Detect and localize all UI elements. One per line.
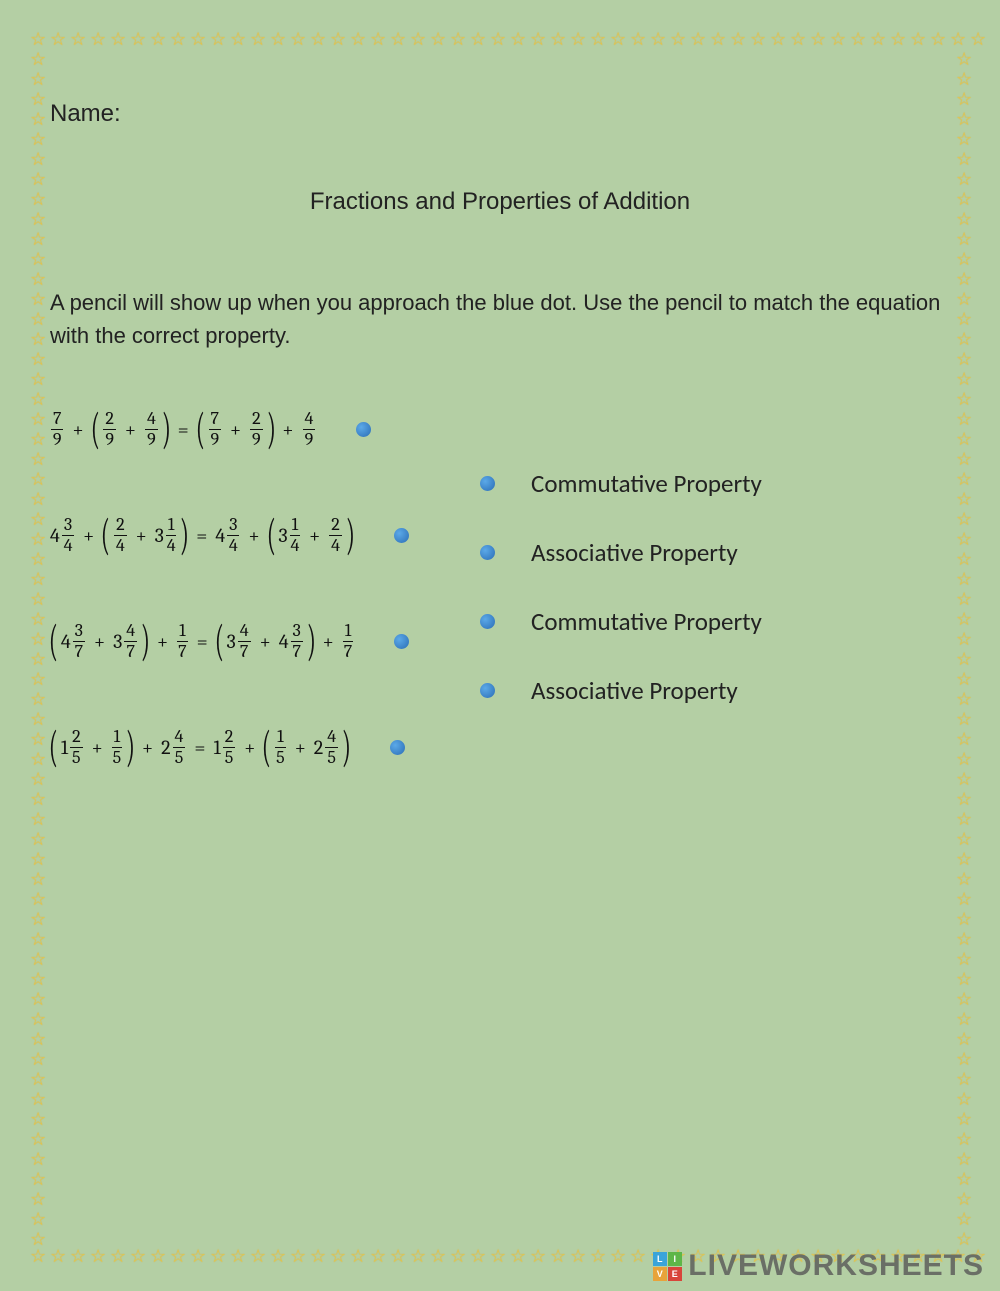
badge-cell: L — [653, 1252, 667, 1266]
match-dot-left[interactable] — [394, 528, 409, 543]
property-row: Associative Property — [480, 537, 950, 568]
badge-cell: I — [668, 1252, 682, 1266]
properties-column: Commutative Property Associative Property… — [480, 402, 950, 774]
match-dot-left[interactable] — [356, 422, 371, 437]
equation-expression: (125+15)+245=125+(15+245) — [50, 728, 350, 767]
page-title: Fractions and Properties of Addition — [50, 188, 950, 216]
equation-expression: (437+347)+17=(347+437)+17 — [50, 622, 354, 661]
watermark-badge: L I V E — [653, 1252, 682, 1281]
equation-row: 434+(24+314)=434+(314+24) — [50, 508, 440, 562]
property-row: Associative Property — [480, 675, 950, 706]
property-row: Commutative Property — [480, 468, 950, 499]
work-area: 79+(29+49)=(79+29)+49 434+(24+314)=434+(3… — [50, 402, 950, 774]
instructions-text: A pencil will show up when you approach … — [50, 286, 950, 352]
equations-column: 79+(29+49)=(79+29)+49 434+(24+314)=434+(3… — [50, 402, 440, 774]
property-row: Commutative Property — [480, 606, 950, 637]
match-dot-right[interactable] — [480, 476, 495, 491]
match-dot-left[interactable] — [390, 740, 405, 755]
watermark: L I V E LIVEWORKSHEETS — [653, 1249, 984, 1283]
match-dot-right[interactable] — [480, 545, 495, 560]
property-label: Associative Property — [531, 537, 738, 568]
equation-expression: 434+(24+314)=434+(314+24) — [50, 516, 354, 555]
property-label: Associative Property — [531, 675, 738, 706]
watermark-text: LIVEWORKSHEETS — [688, 1249, 984, 1283]
match-dot-left[interactable] — [394, 634, 409, 649]
name-label: Name: — [50, 100, 950, 128]
equation-row: 79+(29+49)=(79+29)+49 — [50, 402, 440, 456]
property-label: Commutative Property — [531, 468, 762, 499]
property-label: Commutative Property — [531, 606, 762, 637]
match-dot-right[interactable] — [480, 614, 495, 629]
worksheet-content: Name: Fractions and Properties of Additi… — [50, 100, 950, 774]
match-dot-right[interactable] — [480, 683, 495, 698]
equation-row: (125+15)+245=125+(15+245) — [50, 720, 440, 774]
badge-cell: V — [653, 1267, 667, 1281]
equation-expression: 79+(29+49)=(79+29)+49 — [50, 410, 316, 449]
badge-cell: E — [668, 1267, 682, 1281]
equation-row: (437+347)+17=(347+437)+17 — [50, 614, 440, 668]
